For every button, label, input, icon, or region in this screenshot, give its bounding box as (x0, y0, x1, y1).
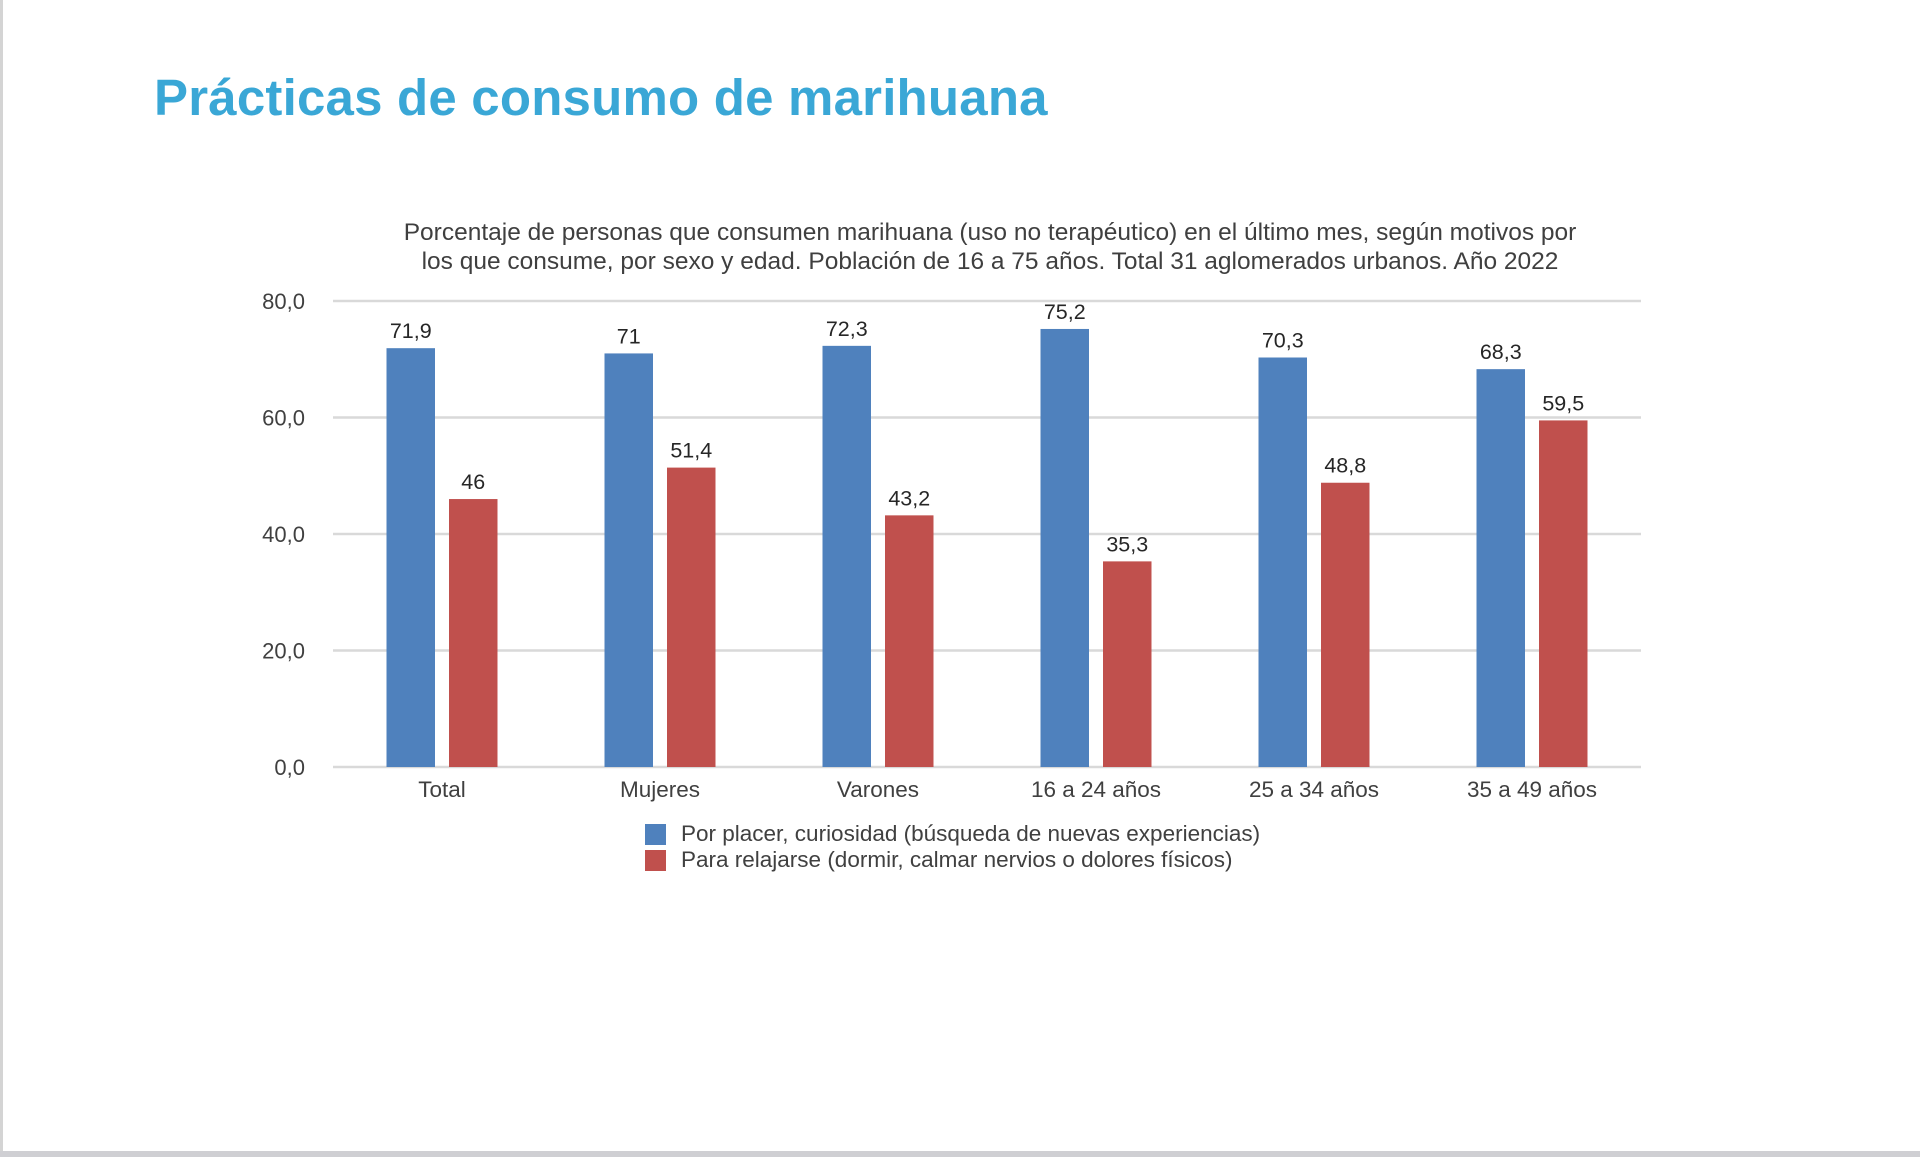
data-label: 70,3 (1262, 329, 1304, 353)
x-tick-label: Varones (837, 777, 919, 802)
legend-item-relajarse: Para relajarse (dormir, calmar nervios o… (645, 847, 1260, 873)
bar-placer (604, 353, 653, 767)
bar-relajarse (449, 499, 498, 767)
data-label: 46 (461, 470, 485, 494)
legend: Por placer, curiosidad (búsqueda de nuev… (645, 821, 1260, 873)
gridlines (333, 299, 1641, 769)
bar-relajarse (667, 467, 716, 767)
data-label: 35,3 (1106, 532, 1148, 556)
bar-placer (1040, 328, 1089, 767)
y-tick-label: 20,0 (262, 639, 305, 664)
legend-swatch-red (645, 849, 666, 871)
legend-swatch-blue (645, 823, 666, 845)
data-label: 75,2 (1044, 300, 1086, 324)
data-label: 71,9 (390, 319, 432, 343)
bar-placer (386, 348, 435, 767)
y-tick-label: 60,0 (262, 406, 305, 431)
bar-relajarse (1539, 420, 1588, 767)
x-axis-labels: Total Mujeres Varones 16 a 24 años 25 a 34 a… (418, 777, 1597, 802)
data-label: 43,2 (888, 486, 930, 510)
bar-placer (1476, 369, 1525, 767)
legend-label: Para relajarse (dormir, calmar nervios o… (681, 847, 1233, 872)
x-tick-label: 16 a 24 años (1031, 777, 1161, 802)
data-label: 59,5 (1542, 391, 1584, 415)
data-label: 71 (617, 324, 641, 348)
bars (386, 328, 1588, 767)
x-tick-label: 35 a 49 años (1467, 777, 1597, 802)
data-labels: 71,9 46 71 51,4 72,3 43,2 75,2 35,3 70,3 48,8 68,3… (390, 300, 1584, 556)
bar-relajarse (1321, 482, 1370, 767)
y-tick-label: 40,0 (262, 522, 305, 547)
page-title: Prácticas de consumo de marihuana (154, 69, 1048, 126)
bar-placer (822, 345, 871, 767)
y-tick-label: 80,0 (262, 289, 305, 314)
legend-item-placer: Por placer, curiosidad (búsqueda de nuev… (645, 821, 1260, 847)
chart-title-line-2: los que consume, por sexo y edad. Poblac… (421, 248, 1559, 275)
bar-relajarse (885, 515, 934, 767)
data-label: 51,4 (670, 439, 712, 463)
data-label: 48,8 (1324, 454, 1366, 478)
x-tick-label: 25 a 34 años (1249, 777, 1379, 802)
bar-relajarse (1103, 561, 1152, 767)
chart-title: Porcentaje de personas que consumen mari… (300, 218, 1680, 276)
x-tick-label: Mujeres (620, 777, 700, 802)
bottom-edge (0, 1151, 1920, 1157)
bar-placer (1258, 357, 1307, 767)
data-label: 72,3 (826, 317, 868, 341)
data-label: 68,3 (1480, 340, 1522, 364)
x-tick-label: Total (418, 777, 466, 802)
legend-label: Por placer, curiosidad (búsqueda de nuev… (681, 821, 1261, 846)
y-axis-ticks: 0,0 20,0 40,0 60,0 80,0 (262, 289, 305, 780)
chart-title-line-1: Porcentaje de personas que consumen mari… (403, 219, 1577, 246)
y-tick-label: 0,0 (274, 755, 305, 780)
